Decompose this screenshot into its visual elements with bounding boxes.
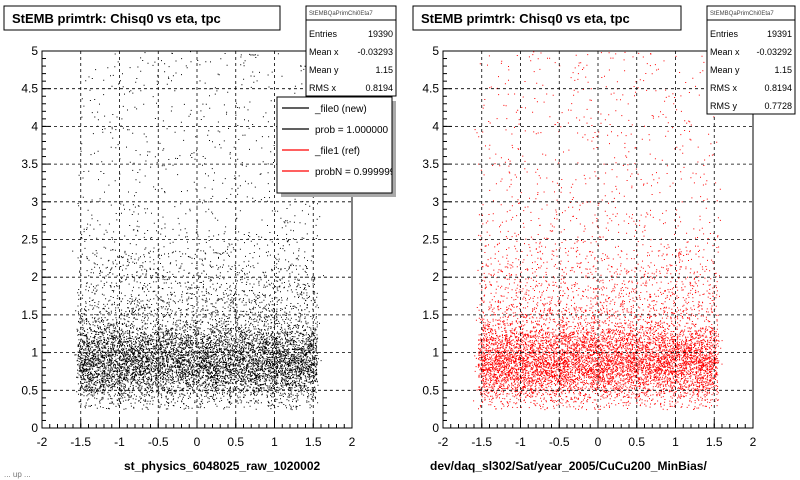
right-scatter-markers [473, 51, 723, 411]
right-x-tick-label-7: 1.5 [706, 435, 723, 449]
right-scatter-points [473, 51, 723, 411]
right-y-tick-label-6: 3 [432, 195, 439, 209]
left-y-tick-label-2: 1 [31, 346, 38, 360]
left-legend-label-1: prob = 1.000000 [315, 125, 389, 136]
left-x-tick-label-8: 2 [349, 435, 356, 449]
left-x-tick-label-4: 0 [194, 435, 201, 449]
left-stats-label-1: Mean x [309, 47, 339, 57]
right-stats-label-3: RMS x [710, 83, 738, 93]
left-stats-box: StEMBQaPrimChi0Eta7 Entries 19390 Mean x -0.… [305, 5, 397, 97]
right-stats-label-0: Entries [710, 29, 739, 39]
left-x-tick-label-5: 0.5 [227, 435, 244, 449]
left-y-tick-label-9: 4.5 [21, 82, 38, 96]
right-stats-label-2: Mean y [710, 65, 740, 75]
left-title-box [3, 5, 281, 31]
right-y-tick-label-3: 1.5 [422, 308, 439, 322]
left-legend-label-3: probN = 0.999999 [315, 167, 396, 178]
left-x-tick-label-2: -1 [114, 435, 125, 449]
left-legend: _file0 (new) prob = 1.000000 _file1 (ref) p… [276, 96, 396, 197]
right-title: StEMB primtrk: Chisq0 vs eta, tpc [421, 11, 630, 26]
left-x-tick-label-7: 1.5 [305, 435, 322, 449]
left-x-tick-label-0: -2 [37, 435, 48, 449]
right-axes: -2 -1.5 -1 -0.5 0 0.5 1 1.5 2 0 0.5 1 1.5 2 2.5 3 3.5 4 4.… [422, 44, 756, 449]
left-legend-frame [276, 96, 393, 194]
left-stats-value-2: 1.15 [375, 65, 393, 75]
right-x-tick-label-4: 0 [595, 435, 602, 449]
right-stats-value-1: -0.03292 [756, 47, 792, 57]
left-y-tick-label-3: 1.5 [21, 308, 38, 322]
right-x-tick-label-5: 0.5 [628, 435, 645, 449]
left-y-tick-label-7: 3.5 [21, 157, 38, 171]
left-y-tick-label-10: 5 [31, 44, 38, 58]
right-x-tick-label-0: -2 [438, 435, 449, 449]
left-y-tick-label-0: 0 [31, 421, 38, 435]
right-stats-label-1: Mean x [710, 47, 740, 57]
left-legend-label-0: _file0 (new) [314, 104, 367, 115]
left-legend-label-2: _file1 (ref) [314, 146, 360, 157]
right-y-tick-label-8: 4 [432, 119, 439, 133]
right-y-tick-label-4: 2 [432, 270, 439, 284]
right-y-tick-label-1: 0.5 [422, 383, 439, 397]
left-x-tick-label-6: 1 [271, 435, 278, 449]
left-stats-frame [305, 5, 397, 97]
left-stats-value-0: 19390 [368, 29, 393, 39]
right-stats-header: StEMBQaPrimChi0Eta7 [710, 11, 774, 17]
right-stats-value-0: 19391 [767, 29, 792, 39]
right-stats-value-2: 1.15 [774, 65, 792, 75]
right-x-tick-label-3: -0.5 [549, 435, 570, 449]
right-x-tick-label-1: -1.5 [471, 435, 492, 449]
right-panel: -2 -1.5 -1 -0.5 0 0.5 1 1.5 2 0 0.5 1 1.5 2 2.5 3 3.5 4 4.… [412, 5, 796, 473]
left-stats-label-2: Mean y [309, 65, 339, 75]
right-y-tick-label-0: 0 [432, 421, 439, 435]
right-stats-box: StEMBQaPrimChi0Eta7 Entries 19391 Mean x -0.… [706, 5, 796, 115]
left-x-label: st_physics_6048025_raw_1020002 [124, 459, 320, 473]
left-stats-label-0: Entries [309, 29, 338, 39]
left-legend-entries: _file0 (new) prob = 1.000000 _file1 (ref) p… [282, 104, 396, 178]
right-x-tick-label-6: 1 [672, 435, 679, 449]
right-x-tick-label-2: -1 [515, 435, 526, 449]
right-stats-value-4: 0.7728 [764, 101, 792, 111]
right-y-tick-label-7: 3.5 [422, 157, 439, 171]
left-stats-value-1: -0.03293 [357, 47, 393, 57]
right-y-tick-label-2: 1 [432, 346, 439, 360]
right-stats-frame [706, 5, 796, 115]
left-panel: -2 -1.5 -1 -0.5 0 0.5 1 1.5 2 0 0.5 1 1.5 2 2.5 3 3.5 4 4.… [3, 5, 397, 473]
left-stats-label-3: RMS x [309, 83, 337, 93]
left-y-tick-label-8: 4 [31, 119, 38, 133]
right-y-tick-label-9: 4.5 [422, 82, 439, 96]
footer-text: ... up ... [4, 470, 31, 479]
right-grid [443, 51, 753, 428]
left-x-tick-label-3: -0.5 [148, 435, 169, 449]
right-stats-label-4: RMS y [710, 101, 738, 111]
left-stats-value-3: 0.8194 [365, 83, 393, 93]
left-title: StEMB primtrk: Chisq0 vs eta, tpc [12, 11, 221, 26]
left-y-tick-label-4: 2 [31, 270, 38, 284]
right-y-tick-label-10: 5 [432, 44, 439, 58]
left-stats-header: StEMBQaPrimChi0Eta7 [309, 11, 373, 17]
right-title-box [412, 5, 682, 31]
right-stats-value-3: 0.8194 [764, 83, 792, 93]
left-scatter-points [72, 51, 324, 411]
right-x-tick-label-8: 2 [750, 435, 757, 449]
left-y-tick-label-5: 2.5 [21, 233, 38, 247]
left-y-tick-label-6: 3 [31, 195, 38, 209]
left-scatter-markers [72, 51, 324, 411]
right-y-tick-label-5: 2.5 [422, 233, 439, 247]
left-y-tick-label-1: 0.5 [21, 383, 38, 397]
right-x-label: dev/daq_sl302/Sat/year_2005/CuCu200_MinB… [430, 459, 707, 473]
left-x-tick-label-1: -1.5 [70, 435, 91, 449]
left-axes: -2 -1.5 -1 -0.5 0 0.5 1 1.5 2 0 0.5 1 1.5 2 2.5 3 3.5 4 4.… [21, 44, 355, 449]
